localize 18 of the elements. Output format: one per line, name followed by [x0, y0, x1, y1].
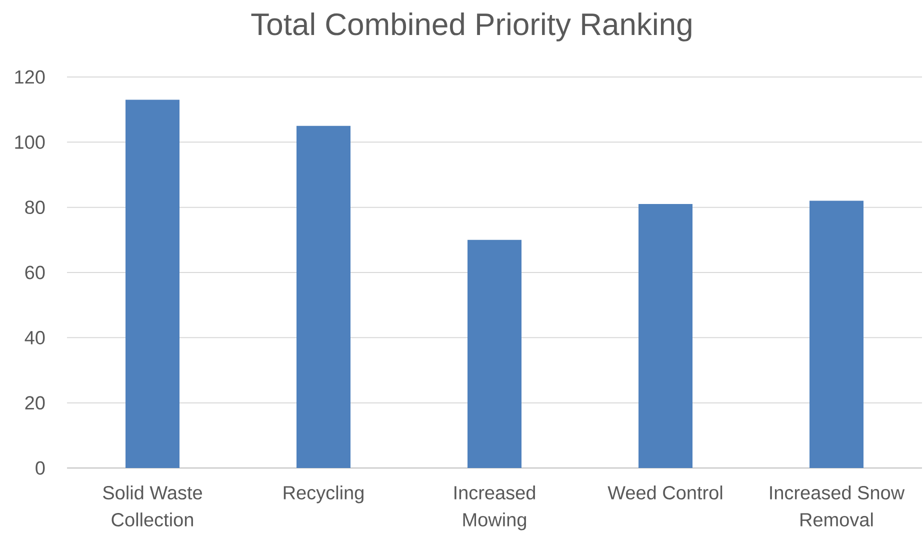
- y-tick-label: 40: [24, 330, 45, 344]
- bar: [468, 240, 522, 468]
- y-tick-label: 80: [25, 200, 45, 214]
- y-tick-label: 100: [15, 135, 45, 149]
- y-tick-label: 120: [15, 70, 45, 84]
- y-tick-label: 0: [36, 461, 45, 475]
- bar: [296, 126, 350, 468]
- bar: [638, 204, 692, 468]
- bar: [809, 200, 864, 468]
- chart-title: Total Combined Priority Ranking: [251, 12, 692, 42]
- x-tick-label: Increased Snow Removal: [770, 486, 905, 526]
- y-tick-label: 20: [25, 396, 45, 410]
- x-tick-label: Recycling: [284, 486, 364, 504]
- x-tick-label: Increased Mowing: [454, 486, 535, 530]
- x-tick-label: Solid Waste Collection: [103, 486, 202, 526]
- y-tick-label: 60: [25, 266, 45, 280]
- bar: [126, 100, 180, 468]
- x-tick-label: Weed Control: [608, 486, 722, 500]
